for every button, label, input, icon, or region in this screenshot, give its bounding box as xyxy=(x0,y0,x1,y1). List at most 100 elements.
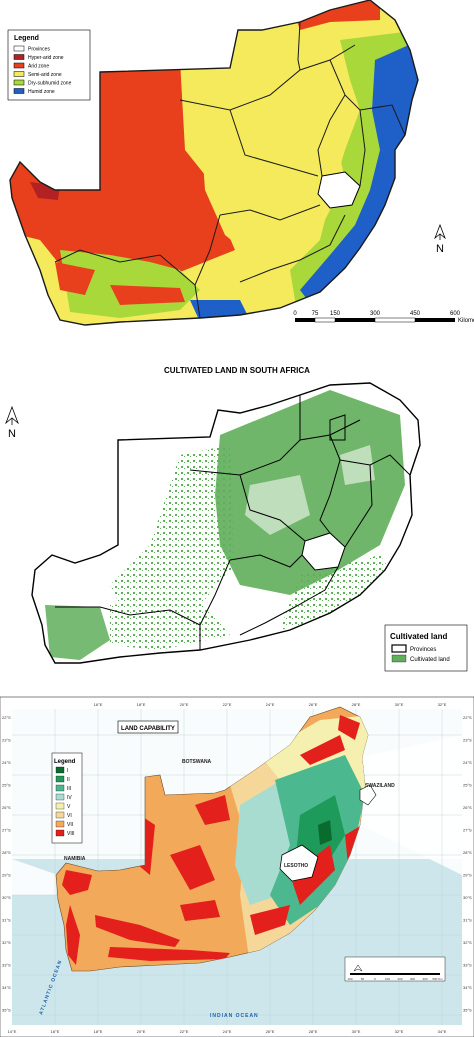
cultivated-legend: Cultivated land Provinces Cultivated land xyxy=(384,624,468,672)
latitude-label: 27°S xyxy=(463,828,472,833)
scale-tick-label: 0 xyxy=(374,977,376,981)
longitude-label: 20°E xyxy=(137,1029,146,1034)
longitude-label: 32°E xyxy=(438,702,447,707)
legend-label: Hyper-arid zone xyxy=(28,55,64,61)
legend-label: Arid zone xyxy=(28,64,49,70)
province-boundaries xyxy=(31,382,421,664)
longitude-label: 16°E xyxy=(94,702,103,707)
class-i-area xyxy=(318,820,332,845)
legend-item: Cultivated land xyxy=(391,654,450,663)
scale-tick-label: 300 xyxy=(370,311,381,317)
legend-item: Semi-arid zone xyxy=(13,71,62,78)
longitude-label: 34°E xyxy=(438,1029,447,1034)
namibia-label: NAMIBIA xyxy=(64,856,86,862)
longitude-label: 26°E xyxy=(309,702,318,707)
legend-swatch xyxy=(391,644,407,653)
longitude-label: 20°E xyxy=(180,702,189,707)
aridity-legend: Legend Provinces Hyper-arid zone Arid zone… xyxy=(7,29,91,101)
latitude-label: 31°S xyxy=(2,918,11,923)
legend-item: Dry-subhumid zone xyxy=(13,79,72,87)
legend-item: IV xyxy=(55,793,72,801)
latitude-label: 24°S xyxy=(2,760,11,765)
legend-item: VIII xyxy=(55,829,75,837)
legend-item: I xyxy=(55,766,68,774)
latitude-label: 34°S xyxy=(463,985,472,990)
legend-label: V xyxy=(67,804,71,810)
legend-title: Legend xyxy=(14,35,39,42)
latitude-label: 35°S xyxy=(2,1008,11,1013)
legend-item: Humid zone xyxy=(13,88,55,95)
legend-swatch xyxy=(13,45,25,52)
land-capability-title-box: LAND CAPABILITY xyxy=(117,720,179,734)
latitude-label: 29°S xyxy=(463,873,472,878)
legend-swatch xyxy=(55,820,65,828)
latitude-label: 32°S xyxy=(463,940,472,945)
north-label: N xyxy=(8,428,16,440)
longitude-label: 24°E xyxy=(266,702,275,707)
latitude-label: 34°S xyxy=(2,985,11,990)
legend-swatch xyxy=(55,775,65,783)
legend-label: VIII xyxy=(67,831,75,837)
scale-tick-label: 500 Km xyxy=(432,977,443,981)
latitude-label: 31°S xyxy=(463,918,472,923)
legend-item: III xyxy=(55,784,71,792)
legend-label: III xyxy=(67,786,71,792)
aridity-map-panel: Legend Provinces Hyper-arid zone Arid zone… xyxy=(0,0,474,345)
latitude-label: 28°S xyxy=(2,850,11,855)
north-arrow: N xyxy=(434,223,446,255)
longitude-label: 16°E xyxy=(51,1029,60,1034)
longitude-label: 14°E xyxy=(8,1029,17,1034)
latitude-label: 25°S xyxy=(463,783,472,788)
legend-item: VI xyxy=(55,811,72,819)
latitude-label: 26°S xyxy=(463,805,472,810)
lesotho-label: LESOTHO xyxy=(284,863,308,869)
swaziland-label: SWAZILAND xyxy=(365,783,395,789)
swaziland-enclave xyxy=(359,784,377,806)
scale-tick-label: 100 xyxy=(385,977,390,981)
legend-swatch xyxy=(55,802,65,810)
latitude-label: 22°S xyxy=(463,715,472,720)
longitude-label: 18°E xyxy=(137,702,146,707)
legend-label: Humid zone xyxy=(28,89,55,95)
scale-tick-label: 450 xyxy=(410,311,421,317)
scale-tick-label: 0 xyxy=(293,311,297,317)
province-boundaries xyxy=(9,0,419,326)
legend-item: Provinces xyxy=(13,45,50,53)
legend-swatch xyxy=(13,79,25,86)
legend-label: Provinces xyxy=(28,47,50,53)
legend-label: VII xyxy=(67,822,73,828)
latitude-label: 24°S xyxy=(463,760,472,765)
longitude-label: 30°E xyxy=(395,702,404,707)
cultivated-map-panel: CULTIVATED LAND IN SOUTH AFRICA xyxy=(0,345,474,695)
latitude-label: 29°S xyxy=(2,873,11,878)
latitude-label: 33°S xyxy=(2,963,11,968)
latitude-label: 30°S xyxy=(463,895,472,900)
scale-tick-label: 75 xyxy=(312,311,319,317)
latitude-label: 33°S xyxy=(463,963,472,968)
aridity-map: Legend Provinces Hyper-arid zone Arid zone… xyxy=(7,0,474,326)
legend-swatch xyxy=(13,62,25,69)
legend-title: Legend xyxy=(54,759,76,765)
longitude-label: 22°E xyxy=(223,702,232,707)
legend-item: V xyxy=(55,802,71,810)
scale-tick-label: 100 xyxy=(347,977,352,981)
latitude-label: 30°S xyxy=(2,895,11,900)
legend-item: Provinces xyxy=(391,644,436,653)
north-arrow xyxy=(353,964,363,972)
lesotho-enclave xyxy=(279,844,319,882)
legend-label: Provinces xyxy=(410,647,436,653)
latitude-label: 28°S xyxy=(463,850,472,855)
legend-swatch xyxy=(13,88,25,94)
scale-tick-label: 200 xyxy=(397,977,402,981)
lesotho-enclave xyxy=(317,171,361,209)
latitude-label: 22°S xyxy=(2,715,11,720)
legend-swatch xyxy=(13,71,25,77)
legend-label: Dry-subhumid zone xyxy=(28,81,72,87)
longitude-label: 18°E xyxy=(94,1029,103,1034)
botswana-label: BOTSWANA xyxy=(182,759,212,765)
latitude-label: 35°S xyxy=(463,1008,472,1013)
longitude-label: 32°E xyxy=(395,1029,404,1034)
latitude-label: 26°S xyxy=(2,805,11,810)
legend-swatch xyxy=(55,829,65,837)
